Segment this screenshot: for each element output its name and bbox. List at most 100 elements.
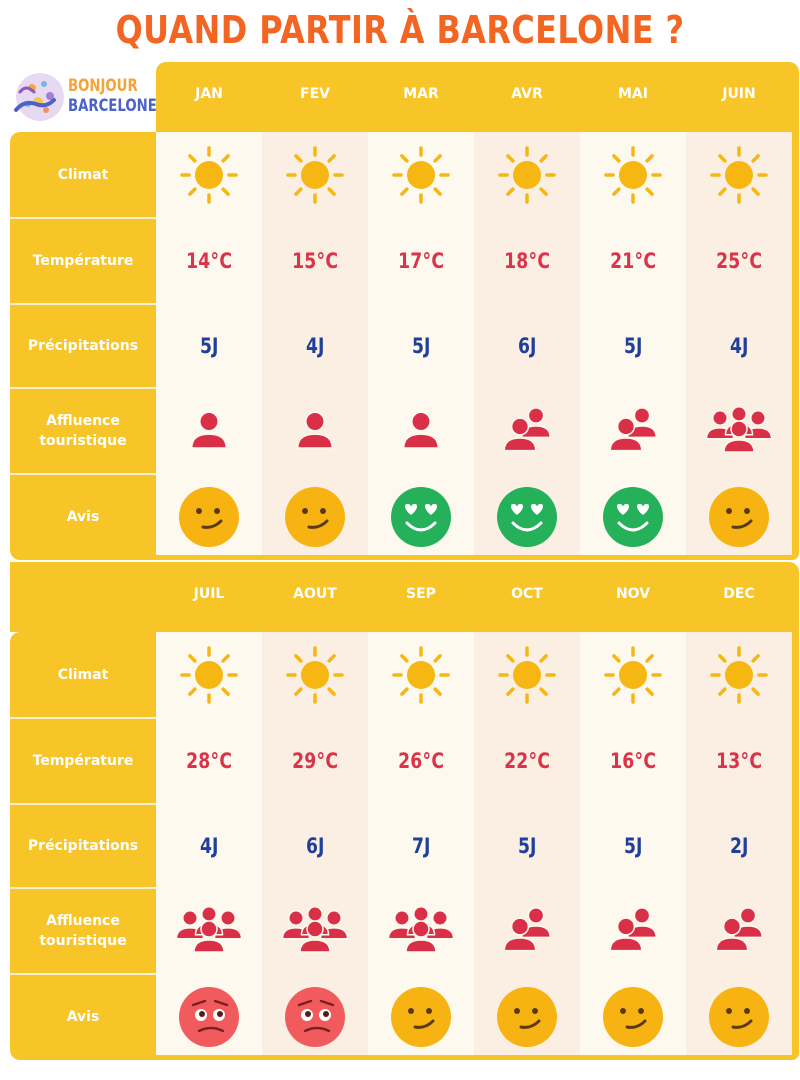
table-jan-jun: Climat Température Précipitations Affluence… xyxy=(10,62,799,560)
month-column: JUIN 25°C 4J xyxy=(686,62,792,560)
sun-icon xyxy=(286,146,344,204)
precipitation-days: 5J xyxy=(199,334,219,358)
affluence-cell xyxy=(686,388,792,474)
temperature-cell: 29°C xyxy=(262,718,368,804)
row-divider xyxy=(10,473,156,475)
smirk-face-icon xyxy=(497,987,557,1047)
affluence-cell xyxy=(368,888,474,974)
month-name: SEP xyxy=(406,586,436,602)
two-people-icon xyxy=(715,907,764,952)
row-label-band xyxy=(10,632,156,1060)
sun-icon xyxy=(392,646,450,704)
crowd-icon xyxy=(705,406,773,453)
table-jul-dec: Climat Température Précipitations Affluence… xyxy=(10,562,799,1060)
sun-icon xyxy=(498,646,556,704)
sun-icon xyxy=(498,146,556,204)
temperature-value: 18°C xyxy=(503,249,551,273)
temperature-value: 14°C xyxy=(185,249,233,273)
table-right-rim xyxy=(792,132,799,560)
person-icon xyxy=(296,411,334,449)
row-label-avis: Avis xyxy=(66,1009,100,1025)
climat-cell xyxy=(686,132,792,218)
row-label-climat: Climat xyxy=(57,167,109,183)
climat-cell xyxy=(368,132,474,218)
crowd-icon xyxy=(175,906,243,953)
precipitations-cell: 5J xyxy=(580,804,686,888)
climat-cell xyxy=(156,132,262,218)
month-header-band xyxy=(10,562,799,632)
avis-cell xyxy=(580,974,686,1060)
sun-icon xyxy=(180,146,238,204)
precipitation-days: 4J xyxy=(199,834,219,858)
smirk-face-icon xyxy=(709,487,769,547)
table-bottom-rim xyxy=(156,555,792,560)
month-name: AVR xyxy=(511,86,543,102)
bonjour-barcelone-logo: BONJOUR BARCELONE xyxy=(10,66,160,126)
row-label-avis: Avis xyxy=(66,509,100,525)
climat-cell xyxy=(686,632,792,718)
affluence-cell xyxy=(580,888,686,974)
climat-cell xyxy=(580,132,686,218)
climat-cell xyxy=(580,632,686,718)
temperature-value: 28°C xyxy=(185,749,233,773)
row-label-climat: Climat xyxy=(57,667,109,683)
precipitations-cell: 4J xyxy=(686,304,792,388)
affluence-cell xyxy=(368,388,474,474)
precipitations-cell: 5J xyxy=(156,304,262,388)
climat-cell xyxy=(368,632,474,718)
temperature-cell: 14°C xyxy=(156,218,262,304)
row-divider xyxy=(10,217,156,219)
affluence-cell xyxy=(156,888,262,974)
month-name: OCT xyxy=(511,586,543,602)
two-people-icon xyxy=(609,407,658,452)
temperature-cell: 25°C xyxy=(686,218,792,304)
two-people-icon xyxy=(609,907,658,952)
smirk-face-icon xyxy=(603,987,663,1047)
month-name: JAN xyxy=(195,86,223,102)
climat-cell xyxy=(262,632,368,718)
row-label-affluence: Affluence touristique xyxy=(39,913,127,949)
row-label-precipitations: Précipitations xyxy=(27,338,139,354)
sun-icon xyxy=(604,646,662,704)
smirk-face-icon xyxy=(285,487,345,547)
temperature-cell: 21°C xyxy=(580,218,686,304)
row-label-affluence: Affluence touristique xyxy=(39,413,127,449)
row-label-precipitations: Précipitations xyxy=(27,838,139,854)
climat-cell xyxy=(474,632,580,718)
smirk-face-icon xyxy=(391,987,451,1047)
temperature-cell: 15°C xyxy=(262,218,368,304)
precipitation-days: 7J xyxy=(411,834,431,858)
precipitation-days: 5J xyxy=(517,834,537,858)
temperature-cell: 16°C xyxy=(580,718,686,804)
avis-cell xyxy=(686,474,792,560)
temperature-cell: 22°C xyxy=(474,718,580,804)
avis-cell xyxy=(156,974,262,1060)
climat-cell xyxy=(262,132,368,218)
precipitation-days: 5J xyxy=(411,334,431,358)
month-column: JAN 14°C 5J xyxy=(156,62,262,560)
month-name: FEV xyxy=(300,86,330,102)
precipitations-cell: 5J xyxy=(368,304,474,388)
precipitation-days: 5J xyxy=(623,834,643,858)
month-header-band xyxy=(156,62,799,132)
affluence-cell xyxy=(580,388,686,474)
avis-cell xyxy=(474,974,580,1060)
month-column: SEP 26°C 7J xyxy=(368,562,474,1060)
heart-eyes-face-icon xyxy=(603,487,663,547)
affluence-cell xyxy=(474,388,580,474)
page-title: QUAND PARTIR À BARCELONE ? xyxy=(115,8,685,52)
avis-cell xyxy=(368,974,474,1060)
temperature-cell: 17°C xyxy=(368,218,474,304)
avis-cell xyxy=(580,474,686,560)
month-column: MAR 17°C 5J xyxy=(368,62,474,560)
precipitations-cell: 4J xyxy=(156,804,262,888)
logo-line-1: BONJOUR xyxy=(68,76,138,96)
crowd-icon xyxy=(281,906,349,953)
temperature-value: 21°C xyxy=(609,249,657,273)
row-divider xyxy=(10,387,156,389)
month-name: DEC xyxy=(723,586,755,602)
row-label-temperature: Température xyxy=(32,753,134,769)
precipitation-days: 4J xyxy=(305,334,325,358)
row-label-band xyxy=(10,132,156,560)
person-icon xyxy=(190,411,228,449)
